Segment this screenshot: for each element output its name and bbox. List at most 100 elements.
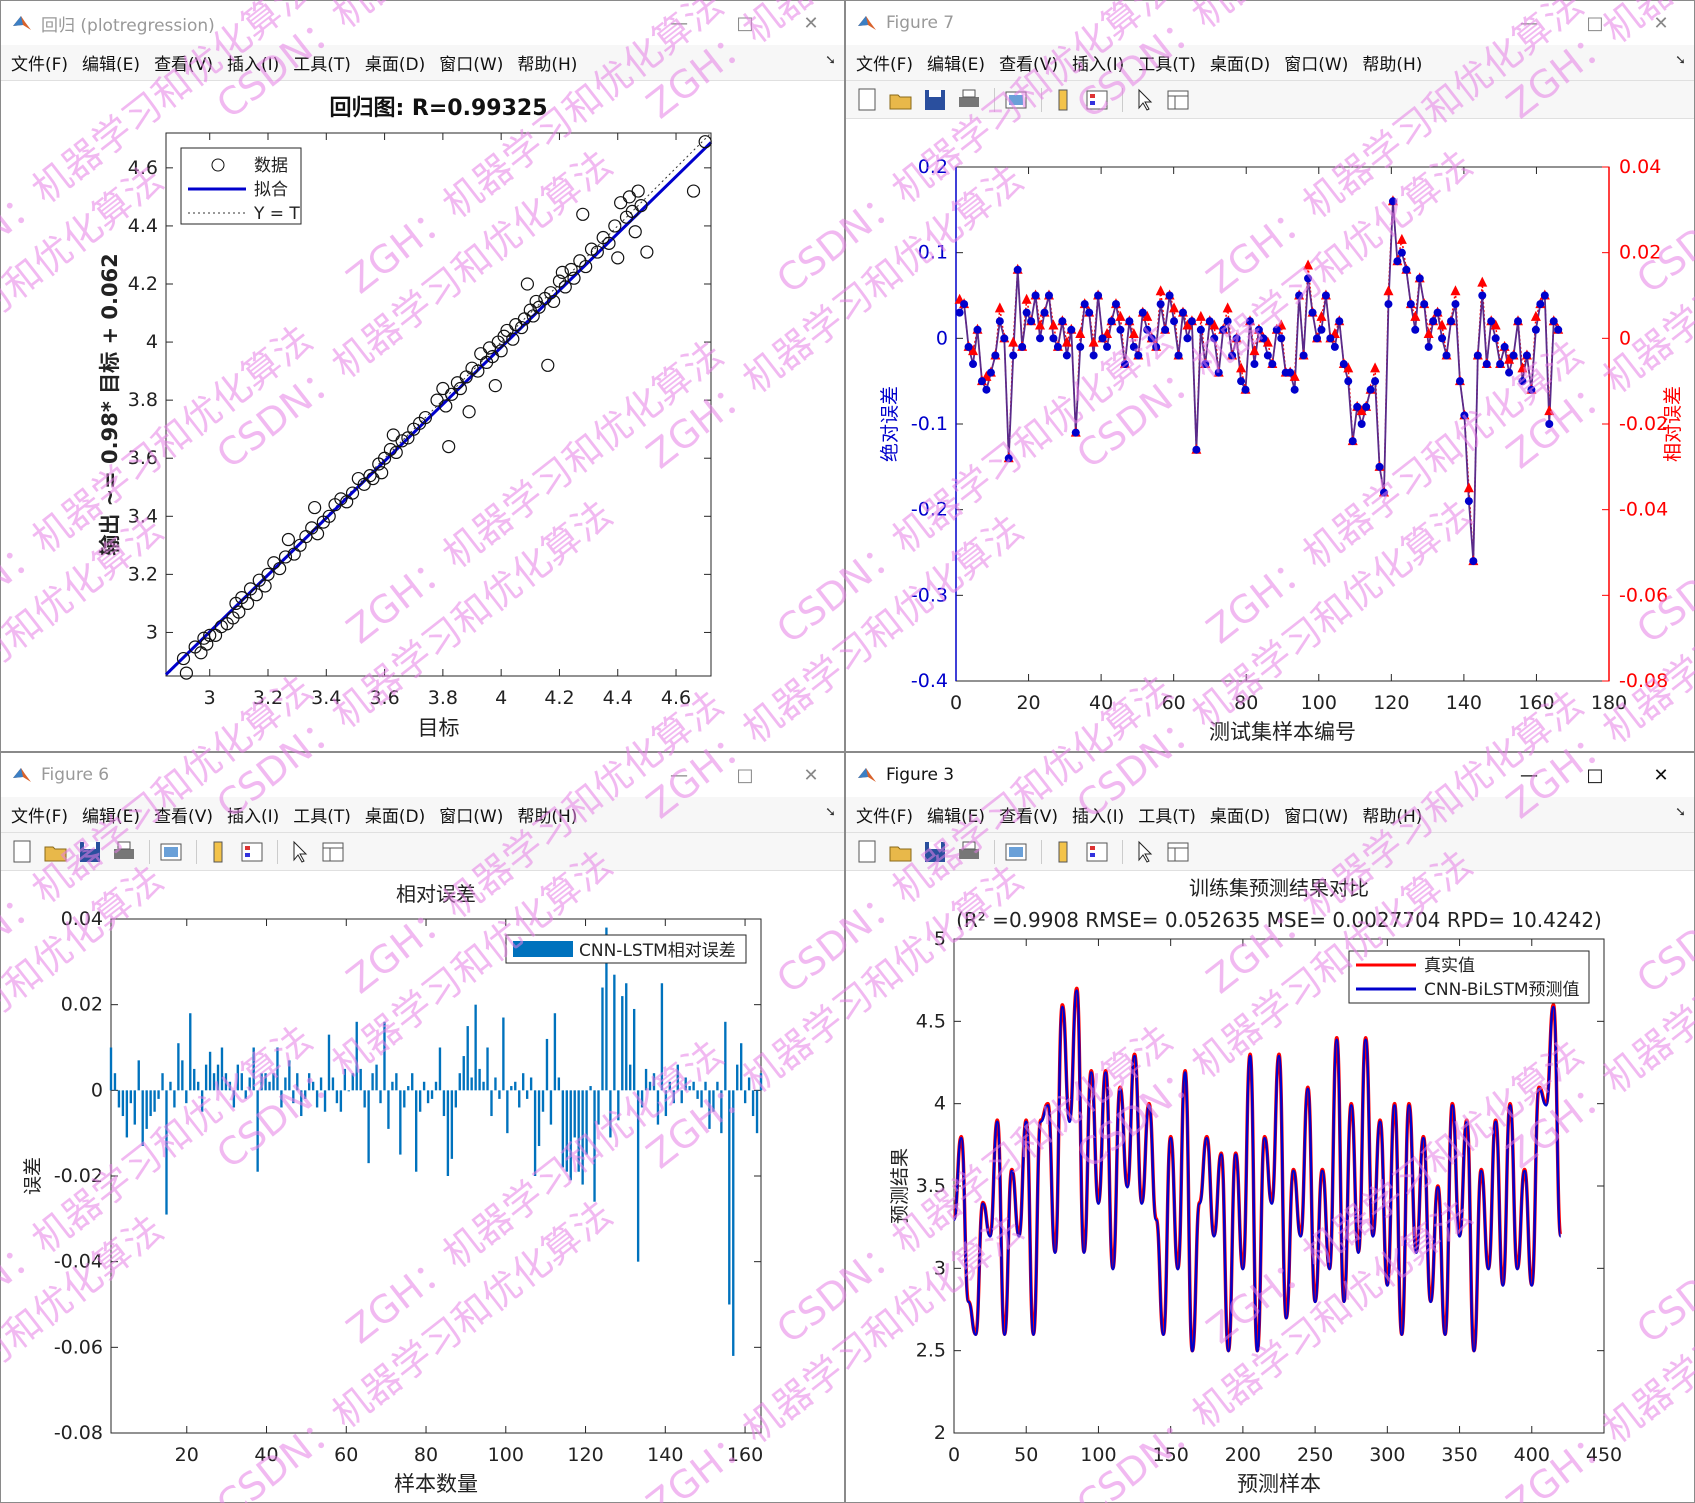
minimize-button[interactable]: — [1520,12,1538,34]
menu-item[interactable]: 编辑(E) [82,807,141,827]
menu-item[interactable]: 文件(F) [856,807,914,827]
save-icon[interactable] [920,86,950,114]
save-icon[interactable] [920,838,950,866]
close-button[interactable]: ✕ [1653,764,1669,786]
menu-item[interactable]: 文件(F) [856,55,914,75]
menu-item[interactable]: 帮助(H) [517,807,578,827]
property-editor-icon[interactable] [1163,838,1193,866]
menu-item[interactable]: 窗口(W) [439,807,504,827]
bar [137,1060,140,1091]
property-editor-icon[interactable] [1163,86,1193,114]
menu-item[interactable]: 编辑(E) [82,55,141,75]
open-file-icon[interactable] [41,838,71,866]
menu-item[interactable]: 插入(I) [1071,55,1125,75]
print-icon[interactable] [954,838,984,866]
bar [498,1090,501,1099]
maximize-button[interactable]: □ [1586,12,1604,34]
absolute-error-marker [1000,334,1009,343]
menu-item[interactable]: 窗口(W) [1284,807,1349,827]
menu-item[interactable]: 工具(T) [293,807,351,827]
bar [236,1064,240,1091]
open-file-icon[interactable] [886,86,916,114]
y-tick-label: 0 [91,1079,103,1101]
menu-item[interactable]: 工具(T) [1138,807,1196,827]
menu-item[interactable]: 桌面(D) [1209,807,1271,827]
menu-item[interactable]: 插入(I) [226,807,280,827]
menu-item[interactable]: 编辑(E) [927,807,986,827]
maximize-button[interactable]: □ [736,12,754,34]
x-tick-label: 3.8 [428,687,458,709]
menu-item[interactable]: 编辑(E) [927,55,986,75]
legend-icon[interactable] [1082,86,1112,114]
absolute-error-marker [995,317,1004,326]
new-figure-icon[interactable] [852,86,882,114]
property-editor-icon[interactable] [318,838,348,866]
bar [351,1073,354,1091]
bar [117,1090,121,1108]
menu-item[interactable]: 插入(I) [226,55,280,75]
link-plot-icon[interactable] [1001,838,1031,866]
relative-error-marker [1530,310,1541,321]
plot-area: 0 50 100 150 200 250 300 350 400 450 2 2.5 3 3.5 4 4.5 5… [846,871,1694,1502]
new-figure-icon[interactable] [852,838,882,866]
menu-item[interactable]: 帮助(H) [1362,55,1423,75]
pointer-icon[interactable] [1129,86,1159,114]
minimize-button[interactable]: — [670,12,688,34]
menu-item[interactable]: 查看(V) [999,55,1058,75]
menu-item[interactable]: 查看(V) [999,807,1058,827]
data-point [322,509,336,523]
x-tick-label: 40 [1089,692,1113,714]
colorbar-icon[interactable] [203,838,233,866]
menu-item[interactable]: 窗口(W) [439,55,504,75]
colorbar-icon[interactable] [1048,86,1078,114]
close-button[interactable]: ✕ [803,764,819,786]
menu-item[interactable]: 桌面(D) [364,55,426,75]
dock-arrow-icon[interactable]: ➘ [1675,805,1686,820]
menu-item[interactable]: 查看(V) [154,55,213,75]
legend-icon[interactable] [237,838,267,866]
bar [415,1090,418,1172]
minimize-button[interactable]: — [670,764,688,786]
bar [747,1077,751,1091]
legend-icon[interactable] [1082,838,1112,866]
open-file-icon[interactable] [886,838,916,866]
dock-arrow-icon[interactable]: ➘ [825,805,836,820]
colorbar-icon[interactable] [1048,838,1078,866]
print-icon[interactable] [109,838,139,866]
close-button[interactable]: ✕ [803,12,819,34]
new-figure-icon[interactable] [7,838,37,866]
minimize-button[interactable]: — [1520,764,1538,786]
dock-arrow-icon[interactable]: ➘ [825,53,836,68]
plot-area: 3 3.2 3.4 3.6 3.8 4 4.2 4.4 4.6 3 3.2 3.4 3.6 3.8 4 4.2… [1,81,844,751]
menu-item[interactable]: 桌面(D) [364,807,426,827]
pointer-icon[interactable] [284,838,314,866]
menu-item[interactable]: 查看(V) [154,807,213,827]
link-plot-icon[interactable] [1001,86,1031,114]
print-icon[interactable] [954,86,984,114]
bar [740,1043,743,1091]
data-point [579,259,593,274]
absolute-error-marker [1067,325,1076,334]
menu-item[interactable]: 帮助(H) [1362,807,1423,827]
toolbar-separator [277,839,278,864]
maximize-button[interactable]: □ [736,764,754,786]
menu-item[interactable]: 插入(I) [1071,807,1125,827]
save-icon[interactable] [75,838,105,866]
menu-item[interactable]: 桌面(D) [1209,55,1271,75]
menu-item[interactable]: 窗口(W) [1284,55,1349,75]
relative-error-marker [1236,362,1247,373]
menu-item[interactable]: 帮助(H) [517,55,578,75]
menu-item[interactable]: 文件(F) [11,55,69,75]
close-button[interactable]: ✕ [1653,12,1669,34]
data-point [541,358,555,372]
bar [438,1047,442,1091]
dock-arrow-icon[interactable]: ➘ [1675,53,1686,68]
menu-item[interactable]: 工具(T) [1138,55,1196,75]
pointer-icon[interactable] [1129,838,1159,866]
menu-item[interactable]: 工具(T) [293,55,351,75]
menu-item[interactable]: 文件(F) [11,807,69,827]
x-tick-label: 0 [950,692,962,714]
link-plot-icon[interactable] [156,838,186,866]
relative-error-marker [1410,310,1421,321]
maximize-button[interactable]: □ [1586,764,1604,786]
